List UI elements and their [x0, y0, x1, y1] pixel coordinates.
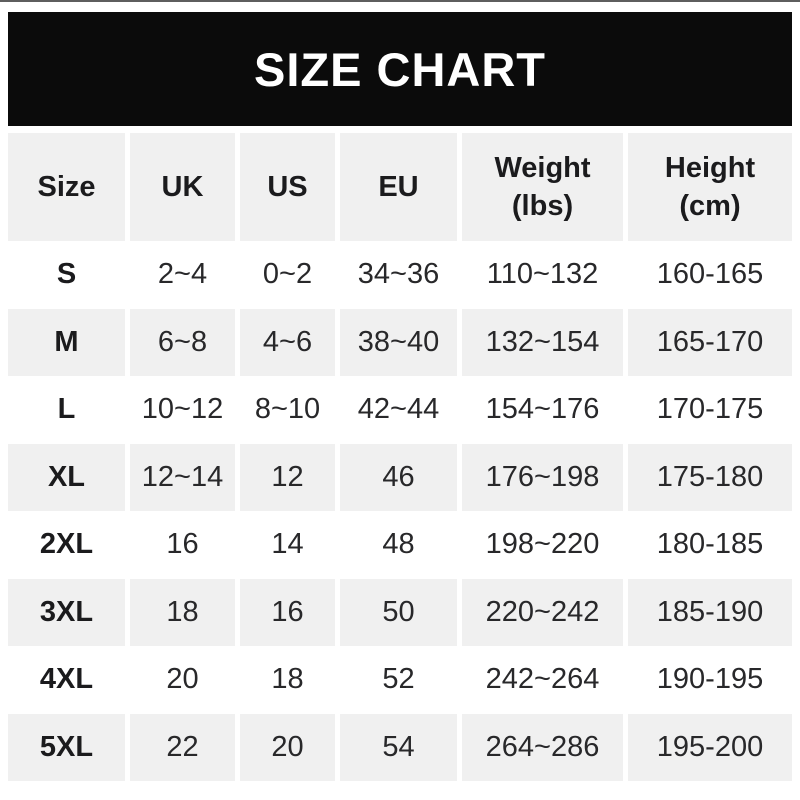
- table-cell: 10~12: [141, 393, 224, 426]
- column-header-height: Height (cm): [628, 133, 792, 241]
- table-cell: 52: [382, 663, 415, 696]
- table-cell: 54: [340, 713, 457, 781]
- column-header-eu: EU: [340, 133, 457, 241]
- table-cell: 46: [340, 443, 457, 511]
- table-cell: 8~10: [254, 393, 321, 426]
- size-chart-table: Size UK US EU Weight (lbs) Height (cm) S 2~4 0~2…: [8, 133, 792, 781]
- table-cell: 170-175: [656, 393, 764, 426]
- table-cell: 160-165: [656, 258, 764, 291]
- table-cell: 16: [240, 578, 335, 646]
- table-cell: 0~2: [262, 258, 313, 291]
- title-bar: SIZE CHART: [8, 12, 792, 126]
- row-label-l: L: [57, 393, 76, 426]
- column-header-uk: UK: [130, 133, 235, 241]
- row-label-s: S: [56, 258, 77, 291]
- table-cell: 16: [166, 528, 199, 561]
- table-cell: 38~40: [340, 308, 457, 376]
- table-cell: 6~8: [130, 308, 235, 376]
- row-label-5xl: 5XL: [8, 713, 125, 781]
- table-cell: 50: [340, 578, 457, 646]
- row-label-4xl: 4XL: [39, 663, 94, 696]
- table-cell: 110~132: [486, 258, 599, 291]
- table-cell: 242~264: [485, 663, 600, 696]
- table-cell: 264~286: [462, 713, 623, 781]
- table-cell: 18: [130, 578, 235, 646]
- table-cell: 180-185: [656, 528, 764, 561]
- table-cell: 34~36: [357, 258, 440, 291]
- top-border-line: [0, 0, 800, 2]
- table-cell: 220~242: [462, 578, 623, 646]
- table-cell: 14: [271, 528, 304, 561]
- column-header-us: US: [240, 133, 335, 241]
- table-cell: 2~4: [157, 258, 208, 291]
- table-cell: 176~198: [462, 443, 623, 511]
- table-cell: 198~220: [485, 528, 600, 561]
- row-label-xl: XL: [8, 443, 125, 511]
- table-cell: 22: [130, 713, 235, 781]
- table-cell: 154~176: [485, 393, 600, 426]
- table-cell: 190-195: [656, 663, 764, 696]
- row-label-2xl: 2XL: [39, 528, 94, 561]
- page-title: SIZE CHART: [254, 42, 546, 96]
- table-cell: 20: [166, 663, 199, 696]
- table-cell: 4~6: [240, 308, 335, 376]
- table-cell: 20: [240, 713, 335, 781]
- table-cell: 12: [240, 443, 335, 511]
- table-cell: 195-200: [628, 713, 792, 781]
- table-cell: 42~44: [357, 393, 440, 426]
- row-label-3xl: 3XL: [8, 578, 125, 646]
- table-cell: 12~14: [130, 443, 235, 511]
- table-cell: 132~154: [462, 308, 623, 376]
- table-cell: 18: [271, 663, 304, 696]
- table-cell: 48: [382, 528, 415, 561]
- table-cell: 185-190: [628, 578, 792, 646]
- row-label-m: M: [8, 308, 125, 376]
- column-header-weight: Weight (lbs): [462, 133, 623, 241]
- table-cell: 165-170: [628, 308, 792, 376]
- column-header-size: Size: [8, 133, 125, 241]
- table-cell: 175-180: [628, 443, 792, 511]
